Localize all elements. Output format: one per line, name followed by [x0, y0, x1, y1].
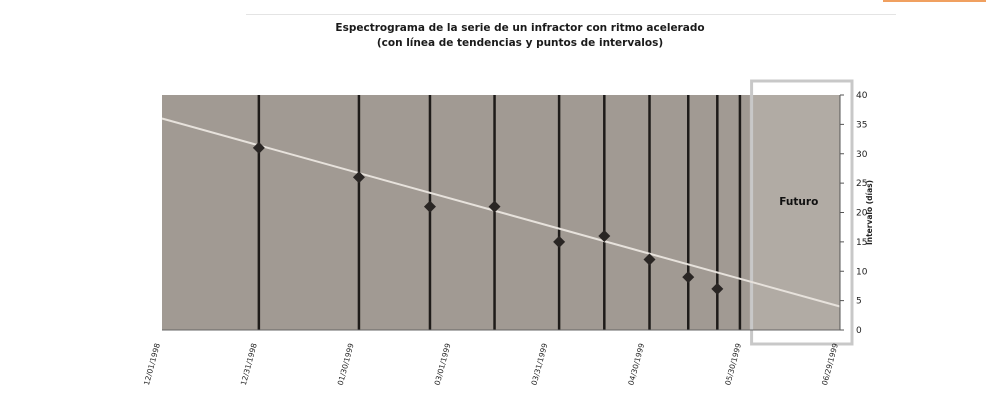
x-tick-label: 01/30/1999 [336, 342, 356, 386]
future-region-frame [750, 79, 854, 346]
chart-subtitle: (con línea de tendencias y puntos de int… [376, 37, 664, 49]
y-axis-label: Intervalo (días) [865, 180, 874, 245]
y-tick-label: 10 [856, 267, 868, 277]
y-tick-label: 0 [856, 326, 862, 336]
data-point [352, 171, 365, 184]
x-tick-label: 12/01/1998 [142, 342, 162, 386]
data-point [682, 271, 695, 284]
y-tick-label: 30 [856, 150, 868, 160]
data-point [643, 253, 656, 266]
data-point [553, 235, 566, 248]
data-point [423, 200, 436, 213]
y-tick-label: 20 [856, 209, 868, 219]
x-tick-label: 04/30/1999 [626, 342, 646, 386]
top-rule [246, 14, 896, 15]
chart-title-block: Espectrograma de la serie de un infracto… [250, 21, 790, 51]
x-tick-label: 06/29/1999 [820, 342, 840, 386]
y-tick-label: 25 [856, 179, 867, 189]
trend-line [161, 117, 841, 308]
x-tick-label: 03/01/1999 [433, 342, 453, 386]
chart-title: Espectrograma de la serie de un infracto… [335, 22, 705, 34]
x-tick-label: 03/31/1999 [529, 342, 549, 386]
x-tick-label: 12/31/1998 [239, 342, 259, 386]
data-point [598, 230, 611, 242]
y-tick-label: 35 [856, 120, 867, 130]
future-region [749, 95, 840, 330]
top-accent-bar [883, 0, 986, 2]
x-tick-label: 05/30/1999 [723, 342, 743, 386]
y-tick-label: 40 [856, 91, 868, 101]
data-point [711, 282, 724, 295]
data-point [488, 200, 501, 213]
y-tick-label: 15 [856, 238, 867, 248]
y-tick-label: 5 [856, 297, 862, 307]
data-point [252, 141, 265, 154]
future-label: Futuro [779, 196, 818, 208]
